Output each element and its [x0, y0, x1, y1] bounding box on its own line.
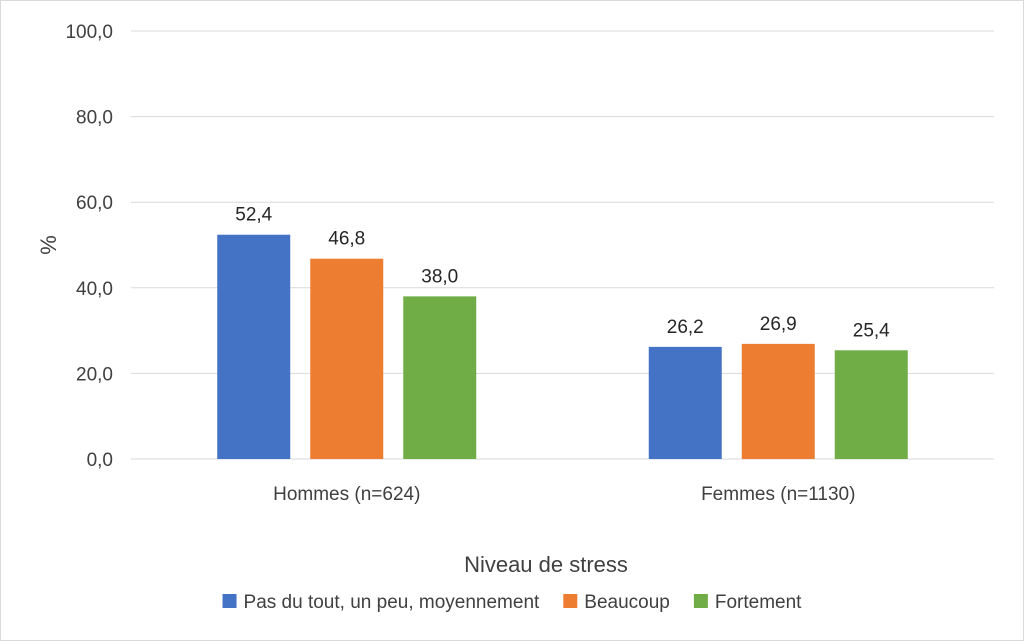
y-axis-title: % [36, 235, 61, 255]
y-tick-label: 60,0 [76, 193, 113, 214]
legend-item: Fortement [693, 592, 802, 613]
x-axis-title: Niveau de stress [464, 552, 628, 577]
bar [648, 346, 722, 459]
bar-data-label: 46,8 [328, 229, 365, 250]
legend-swatch [222, 594, 237, 608]
bar-data-label: 26,9 [760, 314, 797, 335]
y-tick-label: 80,0 [76, 108, 113, 129]
x-axis-categories: Hommes (n=624) Femmes (n=1130) [273, 484, 855, 505]
bar-data-label: 26,2 [667, 317, 704, 338]
y-axis-ticks: 0,0 20,0 40,0 60,0 80,0 100,0 [65, 22, 113, 471]
bars [217, 234, 908, 459]
y-tick-label: 40,0 [76, 279, 113, 300]
bar [310, 258, 384, 459]
bar [217, 234, 291, 459]
legend-label: Fortement [715, 592, 802, 613]
category-label: Hommes (n=624) [273, 484, 420, 505]
legend-label: Pas du tout, un peu, moyennement [244, 592, 540, 613]
legend-swatch [563, 594, 578, 608]
bar-data-label: 25,4 [853, 320, 890, 341]
legend-item: Pas du tout, un peu, moyennement [222, 592, 540, 613]
legend-item: Beaucoup [563, 592, 670, 613]
y-tick-label: 20,0 [76, 364, 113, 385]
legend: Pas du tout, un peu, moyennement Beaucoup… [222, 592, 802, 613]
bar [403, 296, 477, 459]
bar-data-label: 52,4 [235, 205, 272, 226]
category-label: Femmes (n=1130) [701, 484, 855, 505]
y-tick-label: 100,0 [65, 22, 113, 43]
bar [834, 350, 908, 459]
y-tick-label: 0,0 [87, 450, 113, 471]
bar-data-label: 38,0 [421, 266, 458, 287]
bar [741, 343, 815, 459]
legend-label: Beaucoup [584, 592, 670, 613]
legend-swatch [693, 594, 708, 608]
data-labels: 52,4 46,8 38,0 26,2 26,9 25,4 [235, 205, 890, 342]
